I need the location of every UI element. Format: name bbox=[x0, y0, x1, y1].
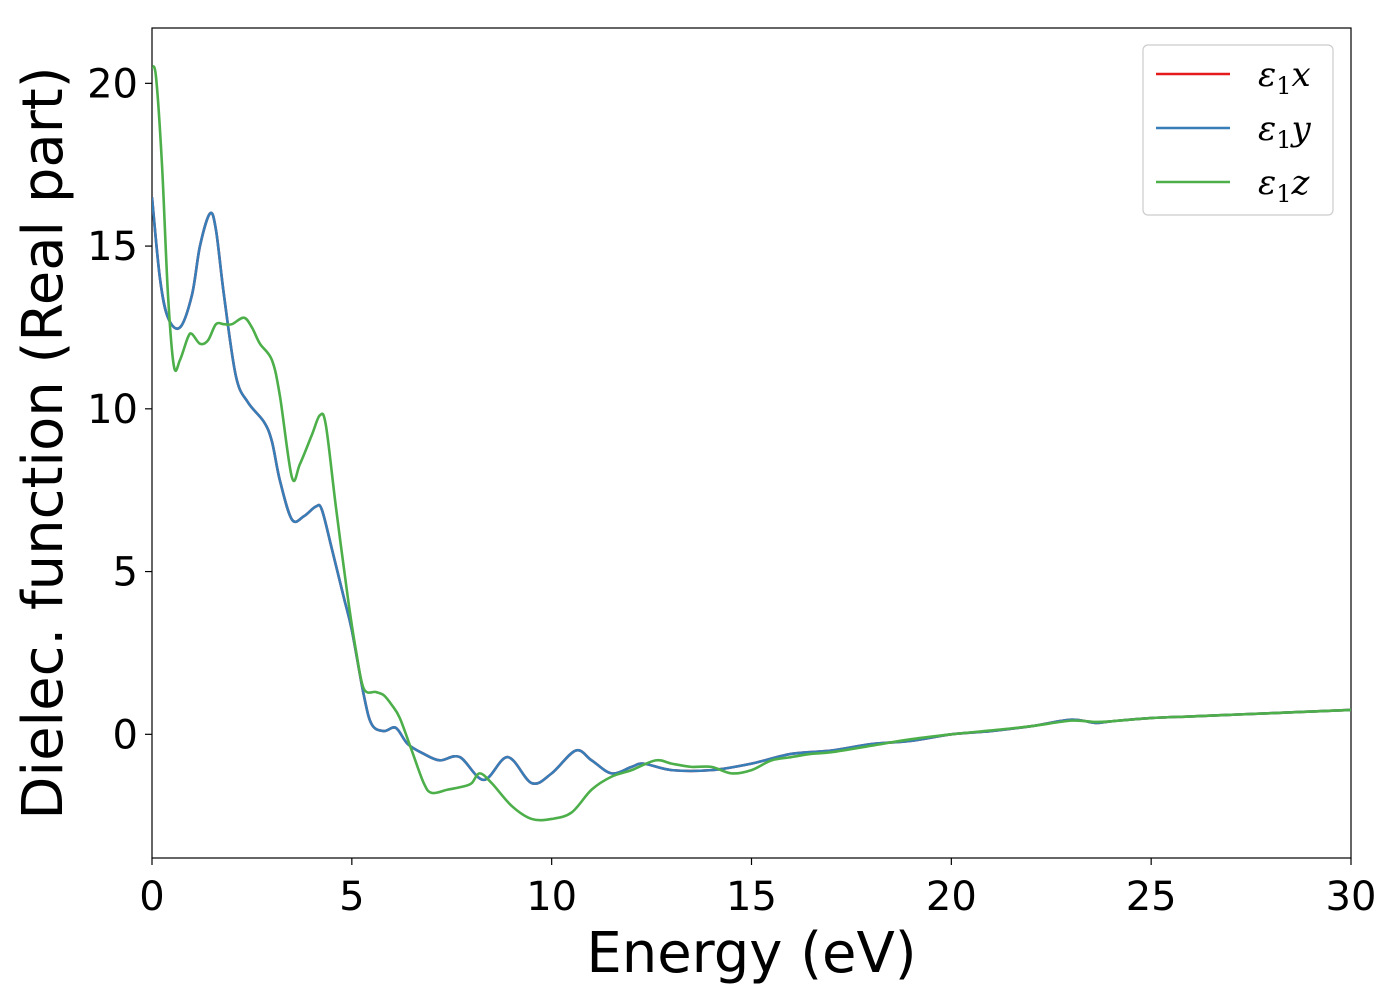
x-tick-label: 20 bbox=[926, 874, 977, 920]
x-axis: 0 5 10 15 20 25 30 bbox=[139, 858, 1376, 920]
x-tick-label: 10 bbox=[526, 874, 577, 920]
legend: ε1x ε1y ε1z bbox=[1142, 44, 1334, 216]
y-tick-label: 15 bbox=[87, 224, 138, 270]
y-tick-label: 10 bbox=[87, 387, 138, 433]
legend-label-y: ε1y bbox=[1258, 109, 1312, 154]
y-axis-label: Dielec. function (Real part) bbox=[11, 66, 76, 819]
y-tick-label: 20 bbox=[87, 61, 138, 107]
series-line-z bbox=[152, 65, 1351, 822]
x-tick-label: 0 bbox=[139, 874, 164, 920]
legend-label-z: ε1z bbox=[1258, 163, 1311, 208]
legend-label-x: ε1x bbox=[1258, 55, 1311, 100]
y-axis: 0 5 10 15 20 bbox=[87, 61, 152, 758]
legend-box bbox=[1142, 44, 1334, 216]
x-tick-label: 30 bbox=[1326, 874, 1377, 920]
y-tick-label: 5 bbox=[113, 550, 138, 596]
series-layer bbox=[152, 65, 1351, 822]
x-tick-label: 25 bbox=[1126, 874, 1177, 920]
x-axis-label: Energy (eV) bbox=[586, 921, 916, 986]
x-tick-label: 15 bbox=[726, 874, 777, 920]
x-tick-label: 5 bbox=[339, 874, 364, 920]
y-tick-label: 0 bbox=[113, 712, 138, 758]
